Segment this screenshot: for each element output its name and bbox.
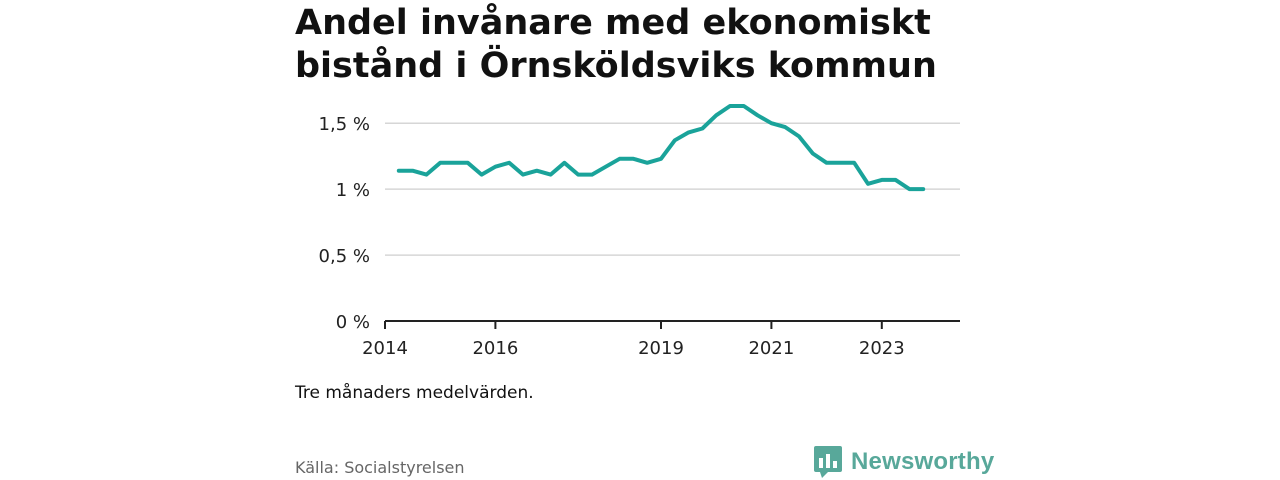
chart-title-line-2: bistånd i Örnsköldsviks kommun: [295, 46, 937, 86]
x-tick-label: 2016: [472, 338, 518, 359]
series-line: [396, 104, 926, 192]
y-tick-label: 1,5 %: [319, 114, 370, 135]
bar-chart-icon: [814, 446, 842, 478]
x-tick-label: 2021: [748, 338, 794, 359]
newsworthy-logo: Newsworthy: [814, 446, 994, 478]
y-axis-tick-labels: 0 % 0,5 % 1 % 1,5 %: [319, 114, 370, 333]
y-tick-label: 0 %: [336, 312, 370, 333]
source-credit: Källa: Socialstyrelsen: [295, 458, 465, 477]
y-tick-label: 1 %: [336, 180, 370, 201]
gridlines: [385, 122, 960, 256]
series-layer: [396, 104, 926, 192]
chart-title: Andel invånare med ekonomiskt bistånd i …: [295, 2, 995, 88]
x-axis-tick-labels: 2014 2016 2019 2021 2023: [362, 338, 905, 359]
x-axis: [384, 320, 960, 329]
brand-name: Newsworthy: [851, 448, 995, 475]
x-tick-label: 2023: [859, 338, 905, 359]
x-tick-label: 2019: [638, 338, 684, 359]
chart-note: Tre månaders medelvärden.: [295, 383, 534, 403]
chart-title-line-1: Andel invånare med ekonomiskt: [295, 3, 931, 43]
y-tick-label: 0,5 %: [319, 246, 370, 267]
x-tick-label: 2014: [362, 338, 408, 359]
